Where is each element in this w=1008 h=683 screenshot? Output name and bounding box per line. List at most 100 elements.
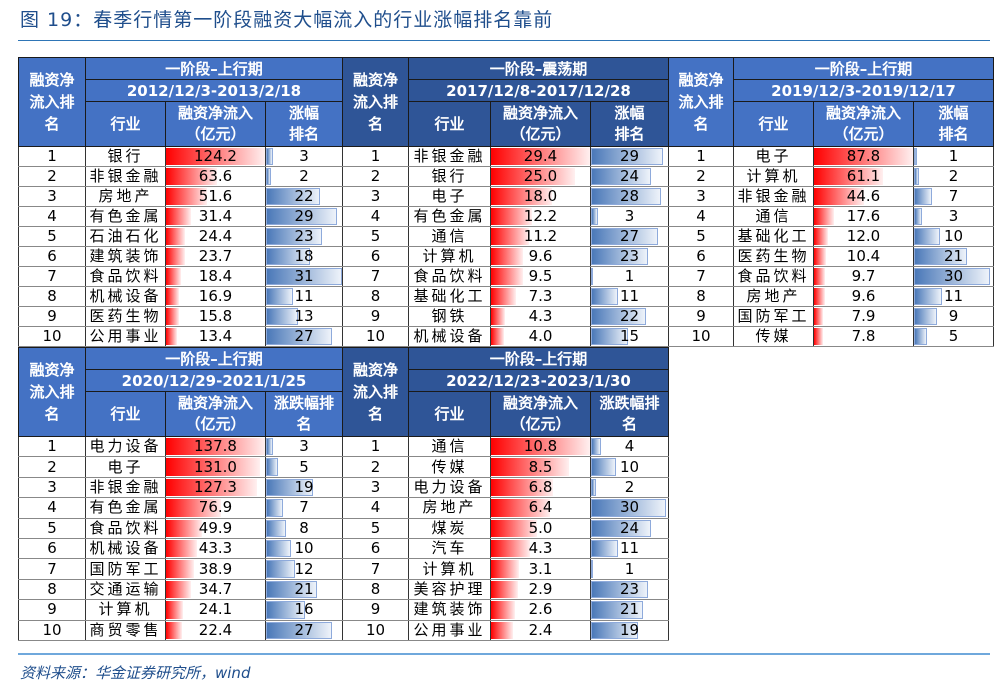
rise-rank-cell: 24 bbox=[590, 518, 669, 539]
flow-databar bbox=[491, 228, 529, 245]
rise-databar bbox=[266, 621, 333, 639]
table-row: 7 计算机 3.1 1 bbox=[342, 558, 669, 580]
flow-value-cell: 2.9 bbox=[490, 579, 591, 601]
rise-databar bbox=[266, 499, 284, 517]
rise-databar bbox=[914, 168, 920, 185]
flow-databar bbox=[491, 560, 520, 578]
flow-rank: 9 bbox=[342, 599, 409, 621]
flow-databar bbox=[166, 328, 177, 345]
rise-rank-cell: 10 bbox=[590, 456, 669, 478]
industry-name: 医药生物 bbox=[733, 246, 814, 267]
rise-databar bbox=[266, 458, 279, 476]
industry-name: 非银金融 bbox=[85, 477, 166, 499]
flow-databar bbox=[166, 601, 184, 619]
industry-name: 基础化工 bbox=[408, 286, 491, 307]
flow-value-cell: 9.6 bbox=[490, 246, 591, 267]
table-row: 8 交通运输 34.7 21 bbox=[18, 579, 343, 601]
flow-value-cell: 61.1 bbox=[813, 166, 914, 187]
rise-rank: 27 bbox=[619, 227, 640, 245]
flow-value: 13.4 bbox=[198, 327, 233, 345]
industry-name: 电子 bbox=[733, 146, 814, 167]
rise-databar bbox=[591, 148, 663, 165]
rise-databar bbox=[914, 148, 917, 165]
flow-rank: 2 bbox=[342, 166, 409, 187]
table-row: 4 有色金属 76.9 7 bbox=[18, 497, 343, 519]
flow-rank: 9 bbox=[18, 599, 86, 621]
rise-databar bbox=[591, 288, 619, 305]
rise-rank-cell: 22 bbox=[590, 306, 669, 327]
flow-rank: 8 bbox=[18, 286, 86, 307]
flow-value: 23.7 bbox=[198, 247, 233, 265]
rise-rank-cell: 29 bbox=[265, 206, 343, 227]
rank-header: 融资净流入排名 bbox=[342, 57, 409, 147]
rise-databar bbox=[266, 601, 306, 619]
flow-value-cell: 2.6 bbox=[490, 599, 591, 621]
industry-name: 房地产 bbox=[85, 186, 166, 207]
flow-value-cell: 4.3 bbox=[490, 538, 591, 560]
rise-rank: 3 bbox=[948, 207, 959, 225]
rise-rank: 1 bbox=[624, 559, 635, 578]
rise-rank-cell: 11 bbox=[913, 286, 994, 307]
industry-name: 计算机 bbox=[733, 166, 814, 187]
flow-header: 融资净流入（亿元） bbox=[165, 391, 266, 437]
rise-rank-cell: 12 bbox=[265, 558, 343, 580]
flow-value: 9.5 bbox=[528, 267, 553, 285]
rise-rank-cell: 3 bbox=[913, 206, 994, 227]
phase-label: 一阶段–上行期 bbox=[85, 347, 343, 370]
rise-rank-cell: 23 bbox=[590, 246, 669, 267]
flow-rank: 6 bbox=[342, 538, 409, 560]
table-row: 4 有色金属 31.4 29 bbox=[18, 206, 343, 227]
flow-databar bbox=[491, 621, 513, 639]
table-row: 3 非银金融 127.3 19 bbox=[18, 477, 343, 499]
rise-rank-cell: 1 bbox=[590, 266, 669, 287]
flow-value-cell: 12.0 bbox=[813, 226, 914, 247]
table-row: 10 公用事业 2.4 19 bbox=[342, 620, 669, 641]
flow-value: 3.1 bbox=[528, 559, 553, 578]
industry-header: 行业 bbox=[85, 101, 166, 147]
industry-table: 融资净流入排名 一阶段–上行期 2020/12/29-2021/1/25 行业 融资净流… bbox=[18, 347, 343, 641]
table-row: 1 非银金融 29.4 29 bbox=[342, 146, 669, 167]
rise-databar bbox=[591, 539, 619, 558]
flow-value-cell: 124.2 bbox=[165, 146, 266, 167]
flow-databar bbox=[814, 168, 883, 185]
rise-rank: 16 bbox=[294, 600, 314, 619]
flow-databar bbox=[491, 438, 590, 456]
flow-value: 2.6 bbox=[528, 600, 553, 619]
flow-databar bbox=[814, 288, 825, 305]
flow-databar bbox=[491, 308, 506, 325]
flow-databar bbox=[814, 328, 823, 345]
rise-databar bbox=[266, 580, 318, 599]
industry-name: 建筑装饰 bbox=[85, 246, 166, 267]
flow-value-cell: 87.8 bbox=[813, 146, 914, 167]
rise-rank-cell: 18 bbox=[265, 246, 343, 267]
rise-rank: 13 bbox=[294, 307, 314, 325]
rise-databar bbox=[266, 228, 323, 245]
industry-name: 通信 bbox=[733, 206, 814, 227]
rise-rank: 4 bbox=[624, 437, 635, 456]
phase-label: 一阶段–上行期 bbox=[733, 57, 994, 80]
flow-databar bbox=[491, 268, 523, 285]
flow-rank: 8 bbox=[342, 286, 409, 307]
flow-rank: 7 bbox=[342, 266, 409, 287]
phase-label: 一阶段–震荡期 bbox=[408, 57, 669, 80]
phase-label: 一阶段–上行期 bbox=[85, 57, 343, 80]
flow-value: 24.4 bbox=[198, 227, 233, 245]
rise-rank: 7 bbox=[948, 187, 959, 205]
flow-value: 15.8 bbox=[198, 307, 233, 325]
flow-rank: 6 bbox=[18, 246, 86, 267]
industry-name: 通信 bbox=[408, 226, 491, 247]
rise-rank: 11 bbox=[619, 287, 640, 305]
table-row: 1 电子 87.8 1 bbox=[668, 146, 994, 167]
rise-databar bbox=[914, 228, 940, 245]
flow-value: 4.0 bbox=[528, 327, 553, 345]
rise-rank-cell: 11 bbox=[265, 286, 343, 307]
rise-rank-cell: 11 bbox=[590, 286, 669, 307]
rise-databar bbox=[266, 188, 320, 205]
flow-rank: 7 bbox=[342, 558, 409, 580]
flow-value-cell: 17.6 bbox=[813, 206, 914, 227]
rise-rank-cell: 10 bbox=[913, 226, 994, 247]
flow-value: 2.4 bbox=[528, 620, 553, 639]
flow-value: 131.0 bbox=[194, 457, 237, 476]
flow-value: 38.9 bbox=[198, 559, 233, 578]
flow-rank: 3 bbox=[342, 477, 409, 499]
